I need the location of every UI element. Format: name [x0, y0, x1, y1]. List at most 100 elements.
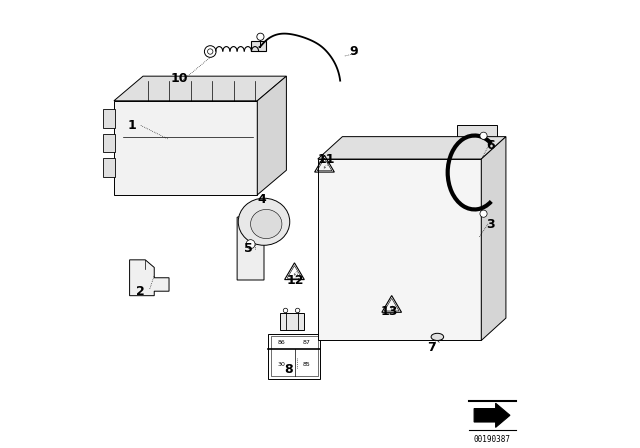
Text: 00190387: 00190387 — [474, 435, 511, 444]
Text: ⚡: ⚡ — [390, 305, 394, 310]
Bar — [412, 210, 429, 242]
Bar — [484, 204, 499, 228]
Bar — [177, 116, 184, 177]
Bar — [346, 172, 364, 204]
Bar — [207, 116, 214, 177]
Bar — [456, 210, 473, 242]
Bar — [324, 172, 342, 204]
Text: 10: 10 — [170, 72, 188, 85]
Bar — [435, 172, 451, 204]
Bar — [410, 248, 423, 271]
Bar — [369, 172, 385, 204]
Bar — [392, 248, 406, 271]
Bar — [444, 248, 457, 271]
Text: 3: 3 — [486, 217, 495, 231]
Bar — [146, 116, 152, 177]
Bar — [271, 336, 317, 376]
Bar — [427, 248, 440, 271]
Circle shape — [480, 210, 487, 217]
Bar — [442, 309, 457, 334]
Bar — [422, 309, 437, 334]
Bar — [386, 277, 397, 305]
Polygon shape — [317, 137, 506, 159]
Text: 87: 87 — [303, 340, 310, 345]
Bar — [463, 130, 493, 215]
Bar — [358, 248, 372, 271]
Circle shape — [296, 308, 300, 313]
Circle shape — [284, 308, 288, 313]
Bar — [484, 172, 499, 197]
Bar — [133, 268, 148, 290]
Bar — [324, 210, 342, 242]
Bar — [435, 210, 451, 242]
Bar — [355, 277, 366, 305]
Bar — [390, 210, 408, 242]
Bar — [136, 116, 142, 177]
Polygon shape — [481, 137, 506, 340]
Bar — [484, 298, 499, 323]
Bar — [228, 116, 235, 177]
Bar — [339, 277, 351, 305]
Bar — [456, 172, 473, 204]
Text: 6: 6 — [486, 139, 495, 152]
Bar — [369, 210, 385, 242]
Bar — [251, 41, 266, 51]
Bar — [323, 277, 335, 305]
Text: 13: 13 — [381, 305, 398, 318]
Text: ⚡: ⚡ — [292, 272, 296, 277]
Bar — [343, 309, 358, 334]
Bar — [166, 116, 173, 177]
Bar — [197, 116, 204, 177]
Polygon shape — [474, 403, 510, 427]
Circle shape — [246, 240, 255, 249]
Bar — [239, 246, 258, 272]
Bar — [156, 116, 163, 177]
Circle shape — [480, 132, 487, 139]
Text: 4: 4 — [257, 193, 266, 206]
Text: 7: 7 — [428, 340, 436, 354]
Bar — [103, 158, 115, 177]
Bar — [187, 116, 194, 177]
Bar — [484, 235, 499, 260]
Polygon shape — [114, 101, 257, 195]
Bar — [417, 277, 429, 305]
Bar — [376, 248, 389, 271]
Text: 12: 12 — [287, 273, 304, 287]
Text: 1: 1 — [127, 119, 136, 132]
Bar — [125, 116, 132, 177]
Circle shape — [257, 33, 264, 40]
Bar — [382, 309, 397, 334]
Bar — [280, 313, 305, 330]
Bar — [249, 116, 255, 177]
Ellipse shape — [250, 210, 282, 238]
Text: 30: 30 — [278, 362, 286, 367]
Bar — [324, 248, 338, 271]
Bar — [412, 172, 429, 204]
Polygon shape — [114, 76, 287, 101]
Text: ⚡: ⚡ — [323, 165, 326, 170]
Bar — [464, 277, 476, 305]
Text: 86: 86 — [278, 340, 286, 345]
Bar — [239, 116, 245, 177]
Circle shape — [207, 49, 213, 54]
Text: 2: 2 — [136, 284, 145, 298]
Bar — [362, 309, 378, 334]
Text: 9: 9 — [349, 45, 358, 58]
Text: 8: 8 — [284, 363, 293, 376]
Bar — [342, 248, 355, 271]
Bar — [370, 277, 382, 305]
Text: 11: 11 — [318, 152, 335, 166]
Text: 85: 85 — [303, 362, 310, 367]
Bar — [402, 309, 417, 334]
Bar — [218, 116, 225, 177]
Bar — [390, 172, 408, 204]
Bar — [103, 134, 115, 152]
Bar — [401, 277, 413, 305]
Bar — [461, 309, 476, 334]
Circle shape — [204, 46, 216, 57]
Polygon shape — [237, 213, 264, 280]
Bar — [323, 309, 339, 334]
Polygon shape — [130, 260, 169, 296]
Bar — [457, 203, 497, 220]
Bar — [269, 334, 320, 379]
